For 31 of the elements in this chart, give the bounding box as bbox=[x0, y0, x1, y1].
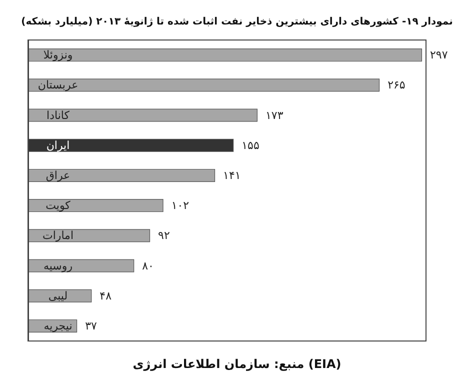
y-tick-label: عربستان bbox=[38, 78, 78, 92]
y-tick-label: امارات bbox=[42, 229, 74, 242]
data-label: ۹۲ bbox=[158, 229, 170, 242]
chart-title: نمودار ۱۹- کشورهای دارای بیشترین ذخایر نفت اثبات شده تا ژانویهٔ ۲۰۱۳ (میلیارد بشکه) bbox=[21, 16, 453, 28]
bar bbox=[28, 259, 134, 272]
data-label: ۲۹۷ bbox=[430, 48, 448, 62]
data-label: ۱۵۵ bbox=[242, 138, 260, 152]
data-label: ۱۷۳ bbox=[266, 108, 284, 122]
data-label: ۱۰۲ bbox=[171, 199, 190, 212]
data-label: ۲۶۵ bbox=[388, 78, 406, 92]
data-label: ۸۰ bbox=[142, 259, 154, 272]
y-tick-label: ونزوئلا bbox=[43, 48, 73, 62]
y-tick-label: ایران bbox=[46, 138, 70, 152]
data-label: ۴۸ bbox=[100, 289, 112, 302]
text: منبع: سازمان اطلاعات انرژی (EIA) bbox=[132, 357, 342, 371]
bar bbox=[28, 229, 150, 242]
bar bbox=[28, 168, 216, 182]
data-label: ۱۴۱ bbox=[223, 168, 241, 182]
bar bbox=[28, 78, 380, 92]
y-tick-label: روسیه bbox=[43, 259, 73, 272]
y-tick-label: لیبی bbox=[48, 289, 68, 302]
y-tick-label: عراق bbox=[46, 168, 70, 182]
y-tick-label: کویت bbox=[46, 199, 72, 212]
bar bbox=[28, 48, 422, 62]
bar bbox=[28, 108, 258, 122]
y-tick-label: کانادا bbox=[46, 108, 70, 122]
y-tick-label: نیجریه bbox=[44, 319, 72, 332]
bar bbox=[28, 138, 234, 152]
bar bbox=[28, 199, 164, 212]
bar bbox=[28, 289, 92, 302]
data-label: ۳۷ bbox=[85, 319, 97, 332]
